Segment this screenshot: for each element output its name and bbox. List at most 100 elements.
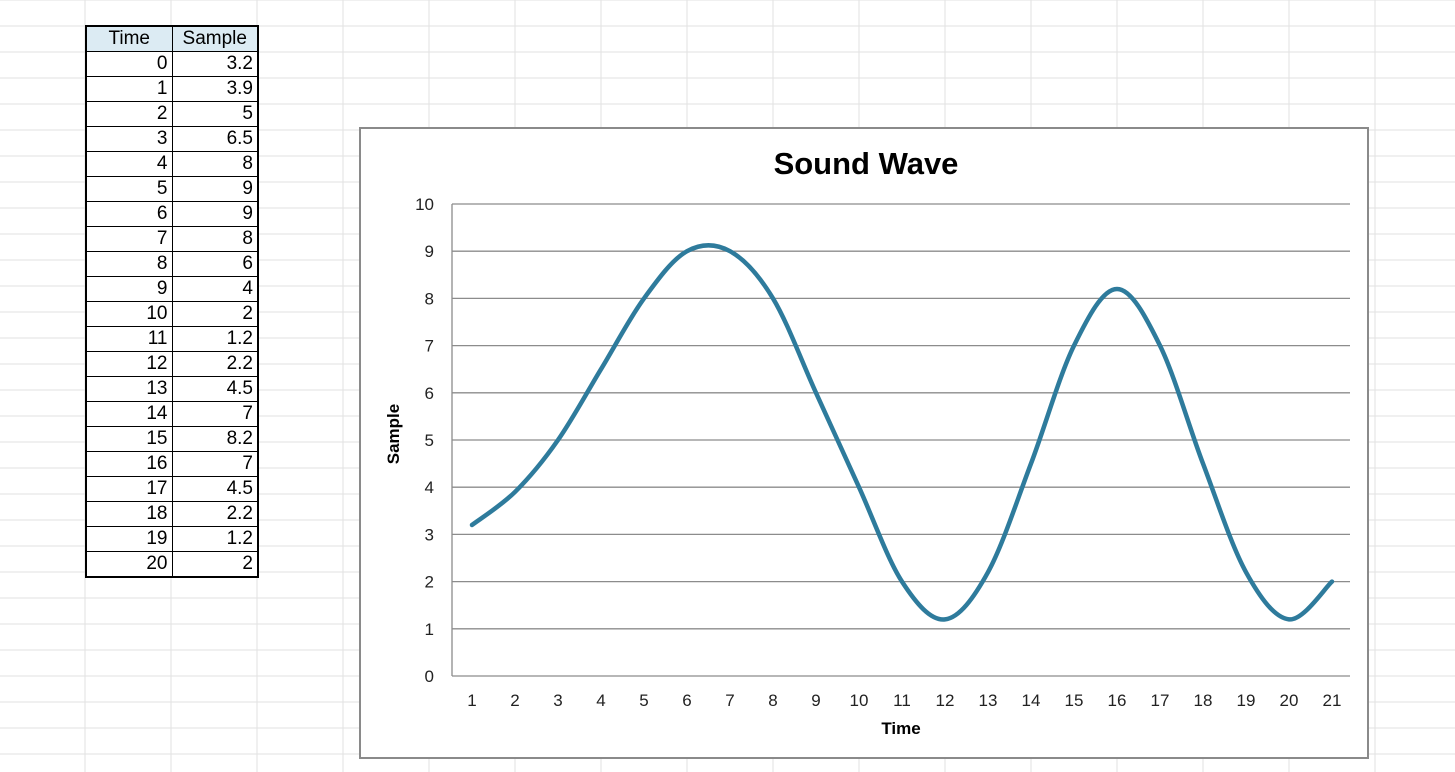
- x-tick-label: 17: [1151, 691, 1170, 710]
- y-tick-label: 8: [425, 289, 434, 308]
- table-row: 19 1.2: [85, 526, 259, 552]
- cell-sample[interactable]: 7: [171, 401, 259, 427]
- cell-time[interactable]: 20: [85, 551, 173, 578]
- x-tick-labels: 1 2 3 4 5 6 7 8 9 10 11 12 13 14 15 16 17 18 19 20 21: [467, 691, 1341, 710]
- x-tick-label: 19: [1237, 691, 1256, 710]
- cell-time[interactable]: 19: [85, 526, 173, 552]
- cell-sample[interactable]: 3.9: [171, 76, 259, 102]
- chart-container[interactable]: 0 1 2 3 4 5 6 7 8 9 10 1 2 3 4 5 6 7 8 9 10 11 12 13 14 15 16 17 18…: [359, 127, 1369, 759]
- cell-time[interactable]: 18: [85, 501, 173, 527]
- cell-time[interactable]: 15: [85, 426, 173, 452]
- cell-time[interactable]: 8: [85, 251, 173, 277]
- table-row: 20 2: [85, 551, 259, 578]
- cell-time[interactable]: 7: [85, 226, 173, 252]
- x-tick-label: 8: [768, 691, 777, 710]
- y-tick-labels: 0 1 2 3 4 5 6 7 8 9 10: [415, 195, 434, 686]
- axes: [451, 204, 1350, 677]
- x-tick-label: 10: [850, 691, 869, 710]
- cell-sample[interactable]: 8: [171, 151, 259, 177]
- y-axis-label: Sample: [384, 404, 403, 464]
- x-tick-label: 13: [979, 691, 998, 710]
- x-tick-label: 7: [725, 691, 734, 710]
- y-tick-label: 2: [425, 573, 434, 592]
- table-row: 1 3.9: [85, 76, 259, 102]
- table-row: 18 2.2: [85, 501, 259, 527]
- cell-time[interactable]: 2: [85, 101, 173, 127]
- cell-time[interactable]: 4: [85, 151, 173, 177]
- cell-sample[interactable]: 4.5: [171, 476, 259, 502]
- cell-sample[interactable]: 2.2: [171, 351, 259, 377]
- cell-time[interactable]: 13: [85, 376, 173, 402]
- x-tick-label: 3: [553, 691, 562, 710]
- x-tick-label: 2: [510, 691, 519, 710]
- cell-time[interactable]: 16: [85, 451, 173, 477]
- cell-time[interactable]: 6: [85, 201, 173, 227]
- y-tick-label: 10: [415, 195, 434, 214]
- cell-sample[interactable]: 1.2: [171, 526, 259, 552]
- cell-time[interactable]: 14: [85, 401, 173, 427]
- cell-sample[interactable]: 6: [171, 251, 259, 277]
- cell-time[interactable]: 17: [85, 476, 173, 502]
- cell-sample[interactable]: 2: [171, 551, 259, 578]
- cell-sample[interactable]: 6.5: [171, 126, 259, 152]
- cell-sample[interactable]: 9: [171, 176, 259, 202]
- series-layer: [469, 243, 1335, 622]
- table-row: 11 1.2: [85, 326, 259, 352]
- cell-time[interactable]: 10: [85, 301, 173, 327]
- cell-sample[interactable]: 7: [171, 451, 259, 477]
- y-tick-label: 7: [425, 337, 434, 356]
- table-row: 0 3.2: [85, 51, 259, 77]
- x-tick-label: 20: [1280, 691, 1299, 710]
- cell-sample[interactable]: 8: [171, 226, 259, 252]
- cell-sample[interactable]: 4: [171, 276, 259, 302]
- cell-sample[interactable]: 3.2: [171, 51, 259, 77]
- cell-time[interactable]: 11: [85, 326, 173, 352]
- cell-time[interactable]: 12: [85, 351, 173, 377]
- header-time[interactable]: Time: [85, 25, 173, 52]
- x-tick-label: 4: [596, 691, 605, 710]
- cell-sample[interactable]: 2: [171, 301, 259, 327]
- cell-sample[interactable]: 1.2: [171, 326, 259, 352]
- table-row: 12 2.2: [85, 351, 259, 377]
- cell-time[interactable]: 5: [85, 176, 173, 202]
- gridlines: [452, 203, 1350, 630]
- cell-sample[interactable]: 2.2: [171, 501, 259, 527]
- table-row: 3 6.5: [85, 126, 259, 152]
- cell-sample[interactable]: 5: [171, 101, 259, 127]
- cell-time[interactable]: 3: [85, 126, 173, 152]
- y-tick-label: 6: [425, 384, 434, 403]
- cell-time[interactable]: 9: [85, 276, 173, 302]
- y-tick-label: 1: [425, 620, 434, 639]
- cell-time[interactable]: 1: [85, 76, 173, 102]
- x-tick-label: 9: [811, 691, 820, 710]
- cell-time[interactable]: 0: [85, 51, 173, 77]
- y-tick-label: 5: [425, 431, 434, 450]
- cell-sample[interactable]: 8.2: [171, 426, 259, 452]
- cell-sample[interactable]: 4.5: [171, 376, 259, 402]
- table-row: 15 8.2: [85, 426, 259, 452]
- y-tick-label: 9: [425, 242, 434, 261]
- x-tick-label: 16: [1108, 691, 1127, 710]
- x-tick-label: 15: [1065, 691, 1084, 710]
- table-row: 16 7: [85, 451, 259, 477]
- y-tick-label: 0: [425, 667, 434, 686]
- chart-title: Sound Wave: [774, 146, 959, 181]
- series-line[interactable]: [469, 243, 1335, 622]
- header-sample[interactable]: Sample: [171, 25, 259, 52]
- table-row: 14 7: [85, 401, 259, 427]
- x-tick-label: 1: [467, 691, 476, 710]
- cell-sample[interactable]: 9: [171, 201, 259, 227]
- y-tick-label: 4: [425, 478, 434, 497]
- x-tick-label: 14: [1022, 691, 1041, 710]
- table-header-row: Time Sample: [85, 25, 259, 52]
- x-tick-label: 12: [936, 691, 955, 710]
- x-tick-label: 6: [682, 691, 691, 710]
- x-tick-label: 5: [639, 691, 648, 710]
- x-tick-label: 18: [1194, 691, 1213, 710]
